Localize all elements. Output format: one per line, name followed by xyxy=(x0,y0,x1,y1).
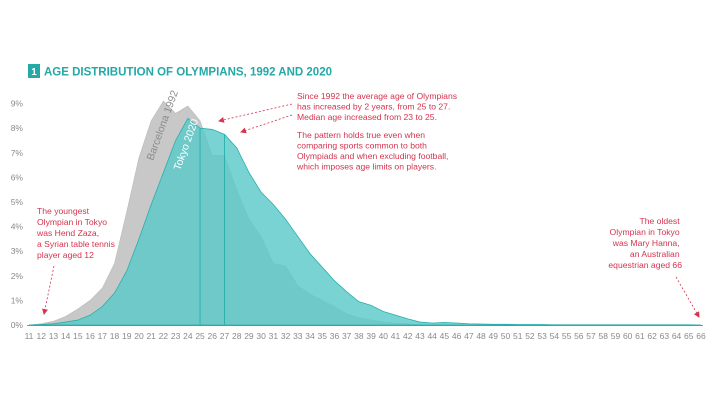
y-tick-label: 9% xyxy=(11,99,24,109)
x-tick-label: 37 xyxy=(342,331,352,341)
x-tick-label: 66 xyxy=(696,331,706,341)
y-tick-label: 1% xyxy=(11,295,24,305)
oldest-line: The oldest xyxy=(639,216,680,226)
y-tick-label: 5% xyxy=(11,197,24,207)
x-tick-label: 19 xyxy=(122,331,132,341)
x-tick-label: 15 xyxy=(73,331,83,341)
x-tick-label: 14 xyxy=(61,331,71,341)
oldest-line: was Mary Hanna, xyxy=(612,238,680,248)
x-tick-label: 35 xyxy=(318,331,328,341)
x-tick-label: 39 xyxy=(366,331,376,341)
x-tick-label: 21 xyxy=(146,331,156,341)
y-tick-label: 3% xyxy=(11,246,24,256)
x-tick-label: 51 xyxy=(513,331,523,341)
x-tick-label: 42 xyxy=(403,331,413,341)
x-tick-label: 29 xyxy=(244,331,254,341)
x-tick-label: 61 xyxy=(635,331,645,341)
x-tick-label: 40 xyxy=(379,331,389,341)
x-tick-label: 11 xyxy=(25,331,34,341)
x-tick-label: 53 xyxy=(537,331,547,341)
tokyo-2020-area xyxy=(28,117,702,326)
x-tick-label: 56 xyxy=(574,331,584,341)
x-tick-label: 12 xyxy=(36,331,46,341)
youngest-line: was Hend Zaza, xyxy=(36,228,99,238)
x-tick-label: 46 xyxy=(452,331,462,341)
x-tick-label: 50 xyxy=(501,331,511,341)
youngest-line: Olympian in Tokyo xyxy=(37,217,107,227)
pattern-line: which imposes age limits on players. xyxy=(296,162,436,172)
average-arrow-2 xyxy=(240,114,293,134)
youngest-annotation: The youngest Olympian in Tokyo was Hend … xyxy=(36,206,117,260)
y-axis-ticks: 0% 1% 2% 3% 4% 5% 6% 7% 8% 9% xyxy=(11,99,24,330)
section-number-badge xyxy=(28,64,40,78)
x-tick-label: 20 xyxy=(134,331,144,341)
x-tick-label: 52 xyxy=(525,331,535,341)
x-tick-label: 38 xyxy=(354,331,364,341)
x-tick-label: 59 xyxy=(611,331,621,341)
x-tick-label: 22 xyxy=(159,331,169,341)
series-areas xyxy=(28,100,702,326)
x-tick-label: 58 xyxy=(599,331,609,341)
x-tick-label: 65 xyxy=(684,331,694,341)
x-tick-label: 54 xyxy=(550,331,560,341)
x-tick-label: 48 xyxy=(476,331,486,341)
x-tick-label: 17 xyxy=(98,331,108,341)
oldest-line: equestrian aged 66 xyxy=(608,260,682,270)
average-line: has increased by 2 years, from 25 to 27. xyxy=(297,102,450,112)
x-axis-ticks: 11 12 13 14 15 16 17 18 19 20 21 22 23 24 25 26 27 28 29 30… xyxy=(25,331,706,341)
pattern-annotation: The pattern holds true even when compari… xyxy=(296,130,451,172)
oldest-line: Olympian in Tokyo xyxy=(610,227,680,237)
pattern-line: Olympiads and when excluding football, xyxy=(297,151,448,161)
youngest-line: The youngest xyxy=(37,206,90,216)
x-tick-label: 55 xyxy=(562,331,572,341)
y-tick-label: 6% xyxy=(11,172,24,182)
x-tick-label: 36 xyxy=(330,331,340,341)
x-tick-label: 57 xyxy=(586,331,596,341)
x-tick-label: 27 xyxy=(220,331,230,341)
x-tick-label: 26 xyxy=(208,331,218,341)
x-tick-label: 28 xyxy=(232,331,242,341)
pattern-line: comparing sports common to both xyxy=(297,141,427,151)
x-tick-label: 44 xyxy=(427,331,437,341)
x-tick-label: 18 xyxy=(110,331,120,341)
x-tick-label: 30 xyxy=(256,331,266,341)
x-tick-label: 49 xyxy=(489,331,499,341)
pattern-line: The pattern holds true even when xyxy=(297,130,425,140)
youngest-line: player aged 12 xyxy=(37,250,94,260)
y-tick-label: 2% xyxy=(11,271,24,281)
x-tick-label: 63 xyxy=(660,331,670,341)
x-tick-label: 24 xyxy=(183,331,193,341)
youngest-arrow xyxy=(42,265,55,315)
oldest-line: an Australian xyxy=(630,249,680,259)
x-tick-label: 41 xyxy=(391,331,401,341)
chart-title: AGE DISTRIBUTION OF OLYMPIANS, 1992 AND … xyxy=(44,67,332,79)
average-age-annotation: Since 1992 the average age of Olympians … xyxy=(297,91,459,122)
x-tick-label: 64 xyxy=(672,331,682,341)
x-tick-label: 34 xyxy=(305,331,315,341)
y-tick-label: 0% xyxy=(11,320,24,330)
x-tick-label: 60 xyxy=(623,331,633,341)
y-tick-label: 8% xyxy=(11,123,24,133)
y-tick-label: 4% xyxy=(11,222,24,232)
youngest-line: a Syrian table tennis xyxy=(37,239,115,249)
average-line: Since 1992 the average age of Olympians xyxy=(297,91,457,101)
x-tick-label: 32 xyxy=(281,331,291,341)
average-line: Median age increased from 23 to 25. xyxy=(297,112,437,122)
y-tick-label: 7% xyxy=(11,148,24,158)
average-arrow-1 xyxy=(218,103,293,123)
x-tick-label: 31 xyxy=(269,331,279,341)
x-tick-label: 43 xyxy=(415,331,425,341)
x-tick-label: 45 xyxy=(440,331,450,341)
x-tick-label: 23 xyxy=(171,331,181,341)
oldest-annotation: The oldest Olympian in Tokyo was Mary Ha… xyxy=(608,216,682,270)
oldest-arrow xyxy=(675,276,700,318)
x-tick-label: 25 xyxy=(195,331,205,341)
x-tick-label: 16 xyxy=(85,331,95,341)
x-tick-label: 33 xyxy=(293,331,303,341)
x-tick-label: 62 xyxy=(647,331,657,341)
section-number: 1 xyxy=(31,67,37,78)
x-tick-label: 47 xyxy=(464,331,474,341)
x-tick-label: 13 xyxy=(49,331,59,341)
